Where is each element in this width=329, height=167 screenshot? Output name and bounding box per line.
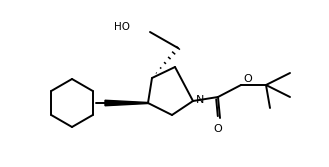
Text: O: O bbox=[243, 74, 252, 84]
Text: HO: HO bbox=[114, 22, 130, 32]
Polygon shape bbox=[105, 100, 148, 106]
Text: O: O bbox=[214, 124, 222, 134]
Text: N: N bbox=[196, 95, 204, 105]
